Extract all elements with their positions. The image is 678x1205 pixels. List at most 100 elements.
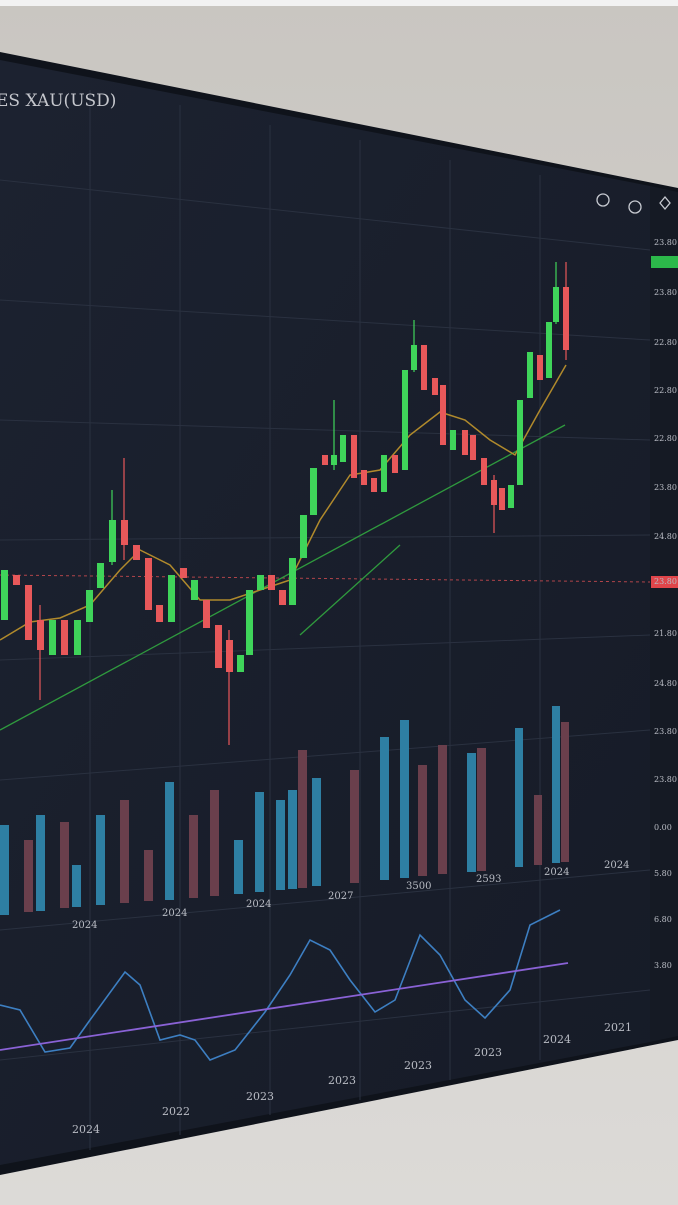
bar-shape	[340, 435, 346, 462]
volume-bars	[0, 706, 569, 915]
bar-shape	[234, 840, 243, 894]
x-tick-label: 2024	[72, 1123, 100, 1136]
bar-shape	[24, 840, 33, 912]
bar-shape	[49, 620, 56, 655]
bar-shape	[168, 575, 175, 622]
price-label: 23.80	[654, 727, 677, 736]
x-tick-label: 2024	[246, 899, 271, 910]
shape	[596, 193, 610, 207]
bar-shape	[392, 455, 398, 473]
current-price-tag	[651, 576, 678, 588]
oscillator-axis-labels: 2024 2022 2023 2023 2023 2023 2024 2021	[72, 1021, 632, 1136]
grid	[0, 90, 651, 1150]
x-tick-label: 2024	[544, 867, 569, 878]
x-tick-label: 2027	[328, 891, 353, 902]
bar-shape	[279, 590, 286, 605]
bar-shape	[226, 640, 233, 672]
bar-shape	[215, 625, 222, 668]
oscillator	[0, 909, 561, 1061]
price-label: 6.80	[654, 915, 672, 924]
bar-shape	[144, 850, 153, 901]
bar-shape	[470, 435, 476, 460]
bar-shape	[561, 722, 569, 862]
price-label: 23.80	[654, 577, 677, 586]
volume-axis-labels: 2024 2024 2024 2027 3500 2593 2024 2024	[72, 860, 629, 931]
bar-shape	[350, 770, 359, 883]
bar-shape	[203, 600, 210, 628]
price-label: 22.80	[654, 434, 677, 443]
bar-shape	[36, 815, 45, 911]
shape	[0, 534, 651, 541]
bar-shape	[298, 750, 307, 888]
bar-shape	[537, 355, 543, 380]
shape	[0, 419, 651, 441]
bar-shape	[289, 558, 296, 605]
trend-line	[299, 544, 401, 636]
bar-shape	[25, 585, 32, 640]
x-tick-label: 2023	[246, 1090, 274, 1103]
price-label: 22.80	[654, 386, 677, 395]
x-tick-label: 2022	[162, 1105, 190, 1118]
top-strip	[0, 0, 678, 6]
bar-shape	[133, 545, 140, 560]
bar-shape	[312, 778, 321, 886]
bar-shape	[402, 370, 408, 470]
bar-shape	[517, 400, 523, 485]
bar-shape	[462, 430, 468, 455]
bar-shape	[191, 580, 198, 600]
shape	[0, 729, 651, 781]
x-tick-label: 2024	[162, 908, 187, 919]
bar-shape	[97, 563, 104, 588]
x-tick-label: 2024	[543, 1033, 571, 1046]
bar-shape	[268, 575, 275, 590]
bar-shape	[400, 720, 409, 878]
bar-shape	[371, 478, 377, 492]
bar-shape	[499, 488, 505, 510]
bar-shape	[381, 455, 387, 492]
price-label: 23.80	[654, 483, 677, 492]
bar-shape	[515, 728, 523, 867]
bar-shape	[491, 480, 497, 505]
bar-shape	[411, 345, 417, 370]
shape	[0, 299, 651, 341]
bar-shape	[440, 385, 446, 445]
price-label: 22.80	[654, 338, 677, 347]
x-tick-label: 2023	[328, 1074, 356, 1087]
bar-shape	[237, 655, 244, 672]
x-tick-label: 2023	[474, 1046, 502, 1059]
bar-shape	[450, 430, 456, 450]
signal-line	[0, 962, 569, 1051]
x-tick-label: 2593	[476, 874, 501, 885]
price-label: 5.80	[654, 869, 672, 878]
bar-shape	[351, 435, 357, 478]
shape	[0, 869, 651, 931]
shape	[628, 200, 642, 214]
bar-shape	[74, 620, 81, 655]
bar-shape	[361, 470, 367, 485]
bar-shape	[109, 520, 116, 562]
bar-shape	[322, 455, 328, 465]
bar-shape	[121, 520, 128, 545]
high-price-tag	[651, 256, 678, 268]
bar-shape	[96, 815, 105, 905]
price-label: 24.80	[654, 679, 677, 688]
price-label: 24.80	[654, 532, 677, 541]
bar-shape	[310, 468, 317, 515]
bar-shape	[180, 568, 187, 578]
bar-shape	[432, 378, 438, 395]
bar-shape	[165, 782, 174, 900]
bar-shape	[418, 765, 427, 876]
toolbar-icons	[596, 193, 671, 214]
bar-shape	[300, 515, 307, 558]
bar-shape	[276, 800, 285, 890]
x-tick-label: 2024	[72, 920, 97, 931]
bar-shape	[477, 748, 486, 871]
price-label: 0.00	[654, 823, 672, 832]
bar-shape	[60, 822, 69, 908]
shape	[0, 989, 651, 1061]
x-tick-label: 3500	[406, 881, 431, 892]
shape	[0, 179, 651, 251]
bar-shape	[120, 800, 129, 903]
bar-shape	[61, 620, 68, 655]
